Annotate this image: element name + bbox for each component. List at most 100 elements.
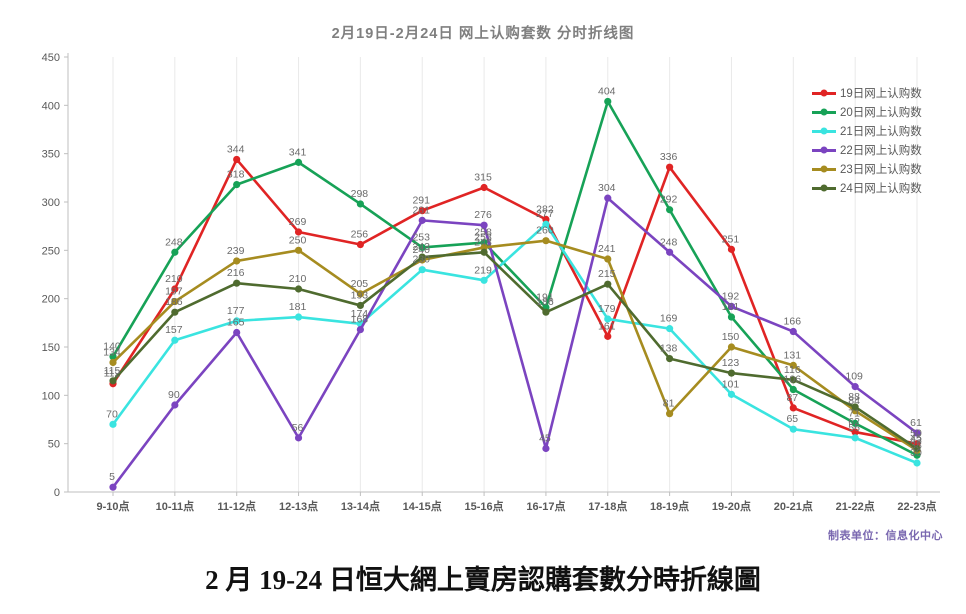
svg-text:50: 50 <box>910 428 922 440</box>
data-point <box>789 376 797 384</box>
footnote: 制表单位：信息化中心 <box>828 530 943 542</box>
data-point <box>480 221 488 229</box>
svg-text:181: 181 <box>722 301 740 313</box>
data-point <box>913 429 921 437</box>
data-point <box>418 216 426 224</box>
series-24日网上认购数 <box>109 248 921 453</box>
data-point <box>294 228 303 236</box>
axes <box>67 53 940 493</box>
legend-label: 21日网上认购数 <box>840 126 922 138</box>
svg-text:253: 253 <box>474 231 492 243</box>
svg-text:341: 341 <box>289 146 307 158</box>
svg-text:250: 250 <box>42 245 60 257</box>
legend-swatch-icon <box>812 148 836 152</box>
data-point <box>171 285 179 293</box>
legend-swatch-icon <box>812 91 836 95</box>
data-point <box>666 410 674 418</box>
svg-text:248: 248 <box>660 236 678 248</box>
svg-text:205: 205 <box>351 278 369 290</box>
data-point <box>233 317 241 325</box>
svg-text:248: 248 <box>165 236 183 248</box>
svg-text:45: 45 <box>910 433 922 445</box>
svg-text:304: 304 <box>598 182 616 194</box>
svg-text:101: 101 <box>722 378 740 390</box>
gridlines <box>112 57 918 492</box>
legend-item-23日网上认购数: 23日网上认购数 <box>812 162 922 176</box>
data-point <box>666 325 674 333</box>
data-point <box>233 279 241 287</box>
data-point <box>109 353 117 361</box>
data-point <box>356 290 364 298</box>
legend-swatch-icon <box>812 110 836 114</box>
data-point <box>604 315 612 323</box>
svg-text:0: 0 <box>54 487 60 499</box>
svg-text:240: 240 <box>412 244 430 256</box>
svg-text:258: 258 <box>474 227 492 239</box>
svg-text:90: 90 <box>168 389 180 401</box>
data-point <box>542 220 550 228</box>
svg-text:248: 248 <box>474 236 492 248</box>
data-point <box>418 207 426 215</box>
svg-text:161: 161 <box>598 320 616 332</box>
data-point <box>542 308 550 316</box>
svg-text:269: 269 <box>289 216 307 228</box>
svg-text:251: 251 <box>722 233 740 245</box>
svg-text:106: 106 <box>784 374 802 386</box>
data-point <box>604 332 612 340</box>
svg-text:276: 276 <box>474 209 492 221</box>
svg-text:45: 45 <box>539 433 551 445</box>
data-point <box>233 155 241 164</box>
data-point <box>851 383 859 391</box>
data-point <box>666 163 674 171</box>
svg-text:11-12点: 11-12点 <box>217 499 256 513</box>
svg-text:123: 123 <box>722 357 740 369</box>
svg-text:56: 56 <box>848 422 860 434</box>
svg-text:277: 277 <box>536 208 554 220</box>
svg-text:291: 291 <box>412 195 430 207</box>
svg-text:318: 318 <box>227 169 245 181</box>
svg-text:200: 200 <box>42 294 60 306</box>
svg-text:20-21点: 20-21点 <box>774 499 813 513</box>
data-point <box>294 285 303 293</box>
svg-text:115: 115 <box>104 365 121 377</box>
data-point <box>666 248 674 256</box>
svg-text:112: 112 <box>104 368 121 380</box>
data-point <box>727 302 736 310</box>
svg-text:87: 87 <box>786 392 798 404</box>
svg-text:186: 186 <box>165 296 183 308</box>
data-point <box>294 246 303 254</box>
svg-text:157: 157 <box>165 324 183 336</box>
svg-text:179: 179 <box>598 303 616 315</box>
data-point <box>233 181 241 189</box>
svg-text:14-15点: 14-15点 <box>403 499 442 513</box>
legend-item-21日网上认购数: 21日网上认购数 <box>812 124 922 138</box>
data-point <box>294 313 303 321</box>
svg-text:88: 88 <box>848 391 860 403</box>
svg-text:71: 71 <box>848 407 860 419</box>
svg-text:116: 116 <box>784 364 801 376</box>
series-22日网上认购数 <box>109 194 921 491</box>
svg-text:140: 140 <box>103 341 121 353</box>
data-point <box>480 183 488 192</box>
data-point <box>789 385 797 394</box>
data-point <box>913 459 921 467</box>
svg-text:100: 100 <box>42 390 60 402</box>
legend-label: 24日网上认购数 <box>840 183 922 195</box>
data-point <box>294 434 303 442</box>
svg-text:21-22点: 21-22点 <box>836 499 875 513</box>
svg-text:109: 109 <box>845 371 863 383</box>
svg-text:5: 5 <box>109 471 115 483</box>
svg-text:186: 186 <box>536 296 554 308</box>
data-point <box>913 444 921 453</box>
data-point <box>109 420 117 428</box>
svg-text:168: 168 <box>351 314 369 326</box>
svg-text:150: 150 <box>42 342 60 354</box>
svg-text:243: 243 <box>412 241 430 253</box>
data-point <box>418 266 426 274</box>
y-axis-labels: 0 50 100 150 200 250 300 350 400 450 <box>42 52 68 499</box>
svg-text:169: 169 <box>660 313 678 325</box>
data-point <box>604 97 612 106</box>
svg-text:150: 150 <box>722 331 740 343</box>
svg-text:181: 181 <box>289 301 307 313</box>
svg-text:84: 84 <box>848 395 860 407</box>
